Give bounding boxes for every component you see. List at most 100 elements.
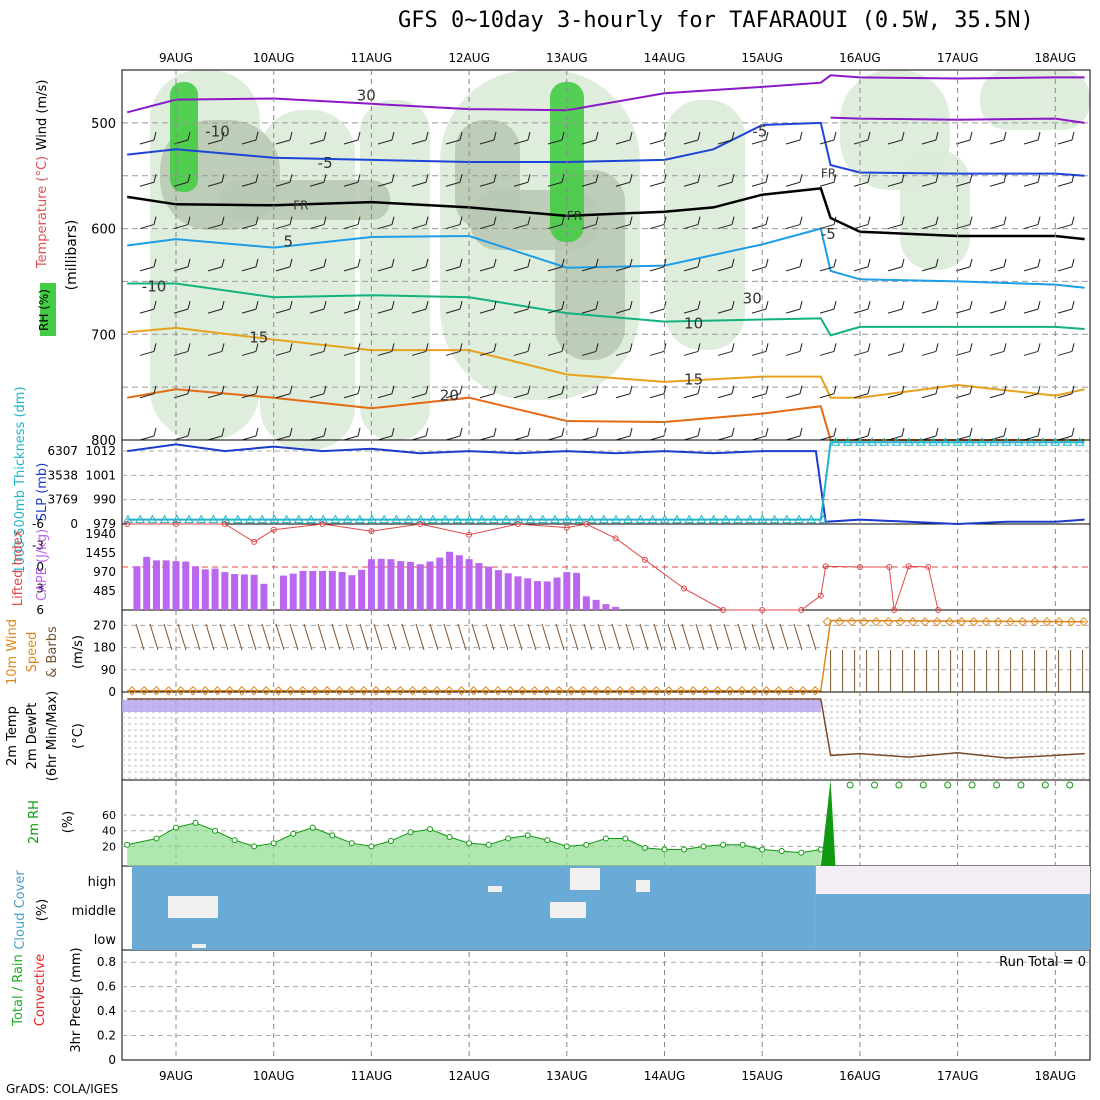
wind-barb bbox=[357, 174, 361, 183]
wind-barb bbox=[479, 308, 495, 314]
rh-marker bbox=[387, 837, 394, 844]
thickness-marker bbox=[647, 514, 658, 524]
wind-barb bbox=[187, 174, 191, 183]
wind-barb bbox=[241, 266, 257, 272]
wind-speed-marker bbox=[981, 616, 991, 627]
wind-barb bbox=[513, 224, 529, 230]
wind-barb bbox=[833, 343, 837, 352]
wind-barb bbox=[901, 385, 905, 394]
cape-bar bbox=[289, 573, 297, 610]
cape-bar bbox=[367, 559, 375, 610]
thickness-marker bbox=[1038, 437, 1048, 446]
wind-barb bbox=[819, 435, 835, 441]
wind-barb bbox=[867, 258, 871, 267]
wind-barb bbox=[425, 385, 429, 394]
wind-barb bbox=[935, 385, 939, 394]
lifted-index-marker bbox=[822, 563, 829, 570]
wind-barb bbox=[1003, 385, 1007, 394]
contour-label: -10 bbox=[142, 278, 167, 296]
wind-direction-barb bbox=[527, 623, 537, 651]
cloud-gap bbox=[168, 896, 218, 918]
wind-barb bbox=[391, 216, 395, 225]
wind-barb bbox=[717, 181, 733, 187]
wind-barb bbox=[887, 435, 903, 441]
contour-label: 10 bbox=[684, 315, 703, 333]
rh-marker bbox=[993, 781, 1001, 789]
lifted-index-marker bbox=[641, 556, 648, 563]
contour-label: FR bbox=[293, 198, 308, 212]
rh-marker bbox=[1041, 781, 1049, 789]
wind-barb bbox=[935, 258, 939, 267]
cape-bar bbox=[240, 574, 248, 610]
cape-bar bbox=[406, 561, 414, 610]
wind-barb bbox=[765, 385, 769, 394]
wind-speed-marker bbox=[212, 686, 223, 696]
wind-barb bbox=[955, 393, 971, 399]
wind-barb bbox=[935, 174, 939, 183]
wind-barb bbox=[547, 350, 563, 356]
wind-barb bbox=[377, 435, 393, 441]
wind-direction-barb bbox=[555, 623, 565, 651]
wind-direction-barb bbox=[317, 623, 327, 651]
thickness-marker bbox=[281, 514, 292, 524]
precip-ytick-label: 0 bbox=[108, 1053, 116, 1067]
cape-bar bbox=[475, 563, 483, 610]
top-date-label: 13AUG bbox=[546, 51, 588, 65]
contour-label: -5 bbox=[752, 122, 767, 140]
wind-barb bbox=[357, 385, 361, 394]
thickness-marker bbox=[171, 514, 182, 524]
wind-speed-marker bbox=[871, 616, 881, 627]
wind-barb bbox=[697, 343, 701, 352]
wind-barb bbox=[445, 224, 461, 230]
wind-barb bbox=[289, 385, 293, 394]
wind-direction-barb bbox=[779, 623, 789, 651]
wind-barb bbox=[785, 139, 801, 145]
wind-barb bbox=[139, 224, 155, 230]
wind-barb bbox=[479, 393, 495, 399]
wind-barb bbox=[153, 258, 157, 267]
wind-barb bbox=[887, 224, 903, 230]
wind-speed-marker bbox=[664, 686, 674, 696]
wind-barb bbox=[411, 435, 427, 441]
wind-speed-marker bbox=[847, 616, 857, 627]
wind-barb bbox=[1023, 181, 1039, 187]
wind-speed-marker bbox=[725, 686, 735, 696]
wind-barb bbox=[187, 301, 191, 310]
wind-barb bbox=[241, 435, 257, 441]
wind-barb bbox=[989, 350, 1005, 356]
wind-barb bbox=[887, 139, 903, 145]
wind-direction-barb bbox=[765, 623, 775, 651]
wind-speed-marker bbox=[822, 616, 833, 627]
wind-barb bbox=[785, 224, 801, 230]
wind-speed-marker bbox=[542, 686, 552, 696]
wind-barb bbox=[153, 216, 157, 225]
wind-barb bbox=[751, 266, 767, 272]
wind-speed-marker bbox=[468, 686, 479, 696]
cape-bar bbox=[485, 566, 493, 610]
thickness-marker bbox=[720, 514, 731, 524]
thickness-marker bbox=[977, 437, 987, 446]
wind-speed-marker bbox=[261, 686, 271, 696]
rh-shading-blob bbox=[900, 150, 970, 270]
wind-barb bbox=[153, 174, 157, 183]
wind-ylabel-c: & Barbs bbox=[45, 626, 60, 678]
wind-barb bbox=[595, 131, 599, 141]
wind-barb bbox=[513, 139, 529, 145]
wind-direction-barb bbox=[303, 623, 313, 651]
wind-barb bbox=[649, 435, 665, 441]
wind-barb bbox=[221, 343, 225, 352]
precip-ytick-label: 0.4 bbox=[97, 1004, 116, 1018]
wind-barb bbox=[717, 350, 733, 356]
rh-marker bbox=[622, 835, 629, 842]
wind-speed-marker bbox=[798, 686, 808, 696]
wind-barb bbox=[649, 308, 665, 314]
ua-ylabel-unit: (millibars) bbox=[64, 220, 80, 291]
wind-barb bbox=[377, 181, 393, 187]
wind-barb bbox=[1003, 301, 1007, 310]
cloud-cover-fill bbox=[132, 866, 816, 950]
wind-speed-marker bbox=[322, 686, 332, 696]
wind-barb bbox=[411, 139, 427, 145]
cape-bar bbox=[543, 581, 551, 610]
contour-label: 20 bbox=[440, 387, 459, 405]
cloud-gap bbox=[488, 886, 502, 892]
